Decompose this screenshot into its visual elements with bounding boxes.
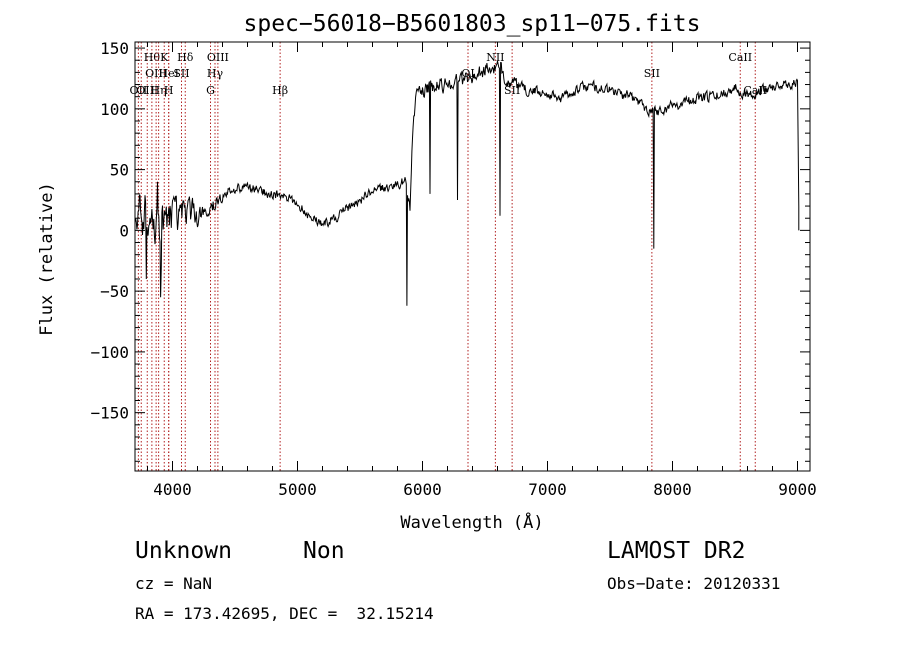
spectrum-line <box>134 60 800 306</box>
line-marker-label: OIII <box>145 67 167 80</box>
object-subclass: Non <box>303 538 345 564</box>
y-tick-label: −150 <box>90 404 129 423</box>
y-tick-label: 100 <box>100 100 129 119</box>
line-marker-label: SII <box>644 67 660 80</box>
x-tick-label: 5000 <box>278 480 317 499</box>
x-tick-label: 9000 <box>778 480 817 499</box>
line-marker-label: SII <box>173 67 189 80</box>
x-tick-label: 4000 <box>153 480 192 499</box>
x-tick-label: 6000 <box>403 480 442 499</box>
y-tick-label: 50 <box>110 161 129 180</box>
object-class: Unknown <box>135 538 232 564</box>
line-marker-label: Hη <box>151 84 167 97</box>
y-tick-label: 150 <box>100 39 129 58</box>
observation-date: Obs−Date: 20120331 <box>607 574 781 593</box>
x-axis-ticks: 4000 5000 6000 7000 8000 9000 <box>147 42 817 499</box>
line-marker-label: CaII <box>728 51 752 64</box>
line-marker-label: G <box>206 84 215 97</box>
line-marker-label: Hγ <box>207 67 224 80</box>
line-marker-label: SII <box>504 84 520 97</box>
y-axis-ticks: −150 −100 −50 0 50 100 150 <box>90 39 810 462</box>
line-marker-label: Hδ <box>177 51 194 64</box>
plot-frame <box>134 41 811 472</box>
coordinates: RA = 173.42695, DEC = 32.15214 <box>135 604 434 623</box>
redshift-value: cz = NaN <box>135 574 213 593</box>
x-tick-label: 7000 <box>528 480 567 499</box>
line-marker-label: H <box>164 84 174 97</box>
x-axis-label: Wavelength (Å) <box>400 511 543 533</box>
y-axis-label: Flux (relative) <box>37 182 57 336</box>
line-markers: OIIOIIIHθOIIIHηKHHeISIIHδGHγOIIIHβOINIIS… <box>130 42 767 471</box>
survey-name: LAMOST DR2 <box>607 538 746 564</box>
x-tick-label: 8000 <box>653 480 692 499</box>
line-marker-label: Hβ <box>272 84 288 97</box>
chart-title: spec−56018−B5601803_sp11−075.fits <box>244 11 701 37</box>
line-marker-label: K <box>160 51 169 64</box>
line-marker-label: NII <box>486 51 504 64</box>
line-marker-label: OII <box>130 84 148 97</box>
y-tick-label: 0 <box>119 221 129 240</box>
y-tick-label: −50 <box>100 282 129 301</box>
line-marker-label: Hθ <box>144 51 161 64</box>
line-marker-label: HeI <box>159 67 179 80</box>
line-marker-label: OIII <box>207 51 229 64</box>
y-tick-label: −100 <box>90 343 129 362</box>
line-marker-label: OIII <box>136 84 158 97</box>
